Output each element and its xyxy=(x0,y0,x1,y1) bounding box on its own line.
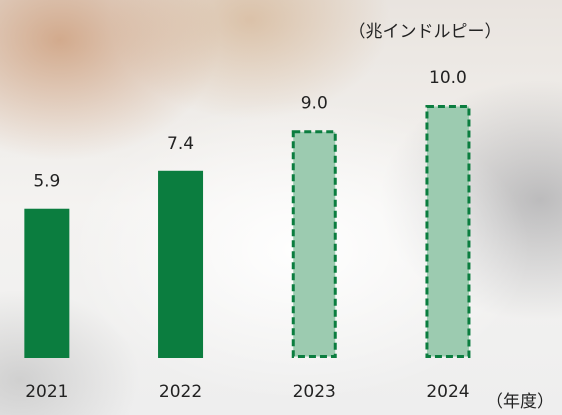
value-label: 10.0 xyxy=(429,68,467,88)
page: （兆インドルピー） （年度） 2021 5.9 2022 7.4 2023 9.0 2024… xyxy=(0,0,562,415)
value-label: 5.9 xyxy=(33,172,60,192)
chart: （兆インドルピー） （年度） 2021 5.9 2022 7.4 2023 9.0 2024… xyxy=(0,0,562,415)
value-label: 7.4 xyxy=(167,134,194,154)
x-tick-label: 2022 xyxy=(159,382,202,402)
value-label: 9.0 xyxy=(301,93,328,113)
unit-label: （兆インドルピー） xyxy=(349,22,502,42)
bar xyxy=(293,132,335,357)
bar xyxy=(24,209,69,358)
x-tick-label: 2023 xyxy=(293,382,336,402)
x-axis-label: （年度） xyxy=(486,392,554,412)
bar xyxy=(427,107,469,357)
x-tick-label: 2021 xyxy=(25,382,68,402)
x-tick-label: 2024 xyxy=(426,382,469,402)
bar xyxy=(158,171,203,358)
